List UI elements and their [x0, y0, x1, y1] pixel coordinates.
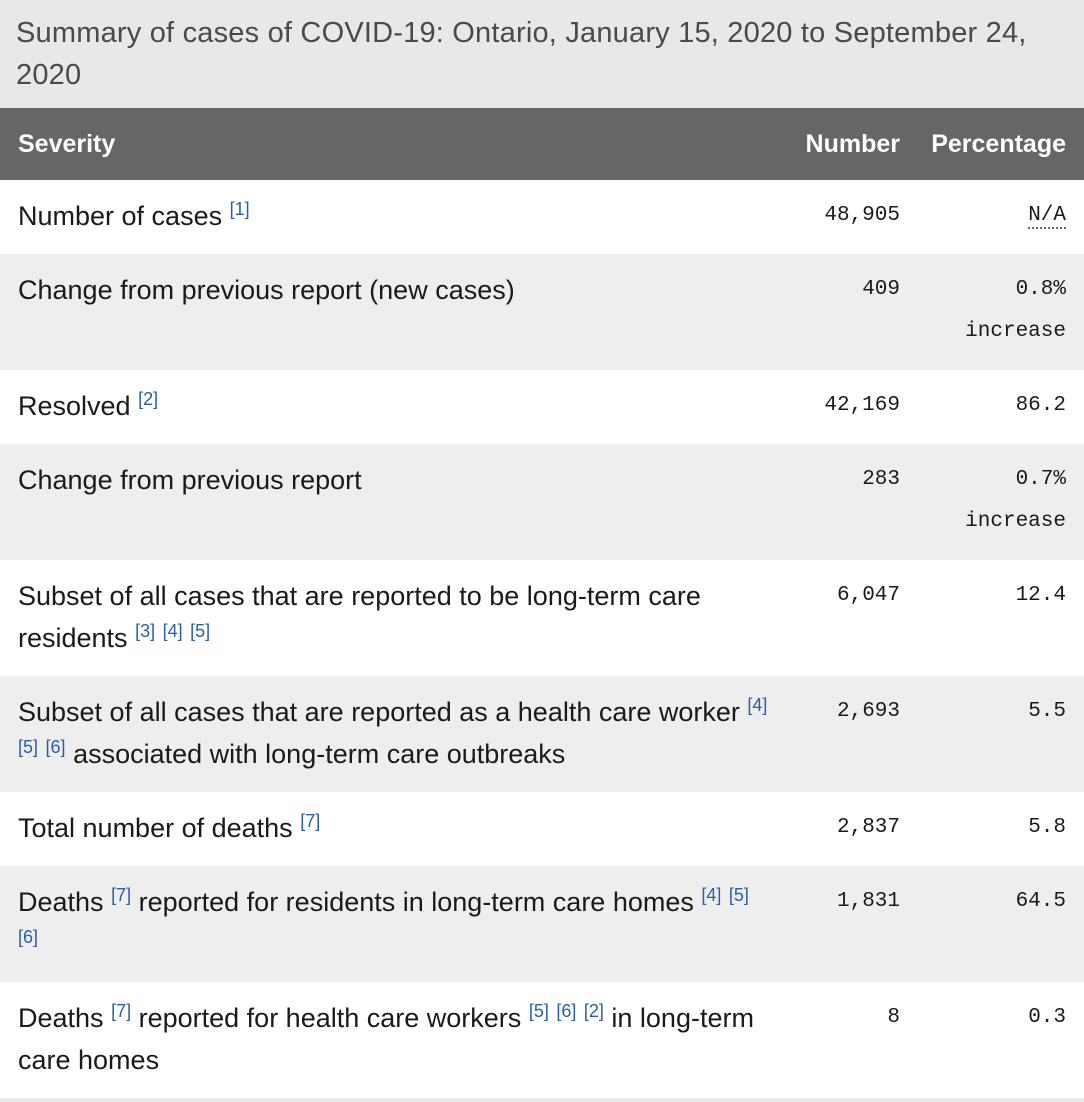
row-percentage: 0.8% increase: [916, 254, 1084, 370]
header-severity: Severity: [18, 129, 116, 158]
row-number: 42,169: [824, 394, 900, 417]
row-label: Total number of deaths [7]: [0, 792, 786, 866]
label-text: Change from previous report (new cases): [18, 275, 515, 305]
table-caption: Summary of cases of COVID-19: Ontario, J…: [0, 0, 1084, 108]
row-percentage: 86.2: [1015, 394, 1066, 417]
footnote-link[interactable]: [7]: [300, 811, 321, 831]
table-row: Subset of all cases that are reported to…: [0, 560, 1084, 676]
label-text: Deaths: [18, 1003, 104, 1033]
table-row: Change from previous report 283 0.7% incr…: [0, 444, 1084, 560]
footnote-link[interactable]: [4]: [701, 885, 722, 905]
label-text: Resolved: [18, 391, 131, 421]
header-percentage: Percentage: [931, 129, 1066, 158]
footnote-link[interactable]: [5]: [190, 621, 211, 641]
table-row: Resolved [2] 42,169 86.2: [0, 370, 1084, 444]
percentage-value: 0.8%: [1015, 278, 1066, 301]
footnote-link[interactable]: [5]: [728, 885, 749, 905]
footnote-link[interactable]: [4]: [162, 621, 183, 641]
footnote-link[interactable]: [6]: [18, 927, 39, 947]
covid-summary-table: Severity Number Percentage Number of cas…: [0, 108, 1084, 1102]
label-text: in long-term care homes: [18, 1003, 754, 1075]
table-row: Total number of deaths [7] 2,837 5.8: [0, 792, 1084, 866]
label-text: Number of cases: [18, 201, 223, 231]
label-text: Subset of all cases that are reported as…: [18, 697, 740, 727]
row-number: 8: [887, 1006, 900, 1029]
table-row: Subset of all cases that are reported as…: [0, 676, 1084, 792]
label-text: associated with long-term care outbreaks: [73, 739, 566, 769]
table-row: Deaths [7] reported for health care work…: [0, 982, 1084, 1100]
row-label: Change from previous report (new cases): [0, 254, 786, 370]
row-label: Change from previous report: [0, 444, 786, 560]
label-text: Change from previous report: [18, 465, 362, 495]
label-text: Deaths: [18, 887, 104, 917]
row-percentage: 5.8: [1028, 816, 1066, 839]
row-label: Deaths [7] reported for residents in lon…: [0, 866, 786, 982]
na-abbreviation: N/A: [1028, 204, 1066, 229]
footnote-link[interactable]: [6]: [45, 737, 66, 757]
footnote-link[interactable]: [2]: [583, 1001, 604, 1021]
table-row: Number of cases [1] 48,905 N/A: [0, 180, 1084, 254]
row-label: Subset of all cases that are reported as…: [0, 676, 786, 792]
row-percentage: 64.5: [1015, 890, 1066, 913]
row-number: 2,837: [836, 816, 900, 839]
table-row: Change from previous report (new cases) …: [0, 254, 1084, 370]
label-text: reported for residents in long-term care…: [138, 887, 694, 917]
row-percentage: N/A: [916, 180, 1084, 254]
row-number: 283: [862, 468, 900, 491]
row-number: 48,905: [824, 204, 900, 227]
table-row: Deaths [7] reported for residents in lon…: [0, 866, 1084, 982]
row-label: Number of cases [1]: [0, 180, 786, 254]
row-percentage: 5.5: [1028, 700, 1066, 723]
label-text: Subset of all cases that are reported to…: [18, 581, 701, 653]
row-label: Resolved [2]: [0, 370, 786, 444]
footnote-link[interactable]: [5]: [528, 1001, 549, 1021]
footnote-link[interactable]: [3]: [135, 621, 156, 641]
row-percentage: 0.3: [1028, 1006, 1066, 1029]
row-percentage: 0.7% increase: [916, 444, 1084, 560]
row-number: 2,693: [836, 700, 900, 723]
percentage-value: 0.7%: [1015, 468, 1066, 491]
row-number: 1,831: [836, 890, 900, 913]
footnote-link[interactable]: [2]: [138, 389, 159, 409]
row-number: 409: [862, 278, 900, 301]
footnote-link[interactable]: [7]: [111, 1001, 132, 1021]
footnote-link[interactable]: [1]: [229, 199, 250, 219]
table-header-row: Severity Number Percentage: [0, 108, 1084, 180]
header-number: Number: [805, 129, 900, 158]
row-number: 6,047: [836, 584, 900, 607]
percentage-note: increase: [965, 510, 1066, 533]
row-percentage: 12.4: [1015, 584, 1066, 607]
percentage-note: increase: [965, 320, 1066, 343]
footnote-link[interactable]: [5]: [18, 737, 39, 757]
footnote-link[interactable]: [7]: [111, 885, 132, 905]
row-label: Deaths [7] reported for health care work…: [0, 982, 786, 1100]
footnote-link[interactable]: [6]: [556, 1001, 577, 1021]
label-text: Total number of deaths: [18, 813, 293, 843]
row-label: Subset of all cases that are reported to…: [0, 560, 786, 676]
footnote-link[interactable]: [4]: [747, 695, 768, 715]
label-text: reported for health care workers: [138, 1003, 522, 1033]
